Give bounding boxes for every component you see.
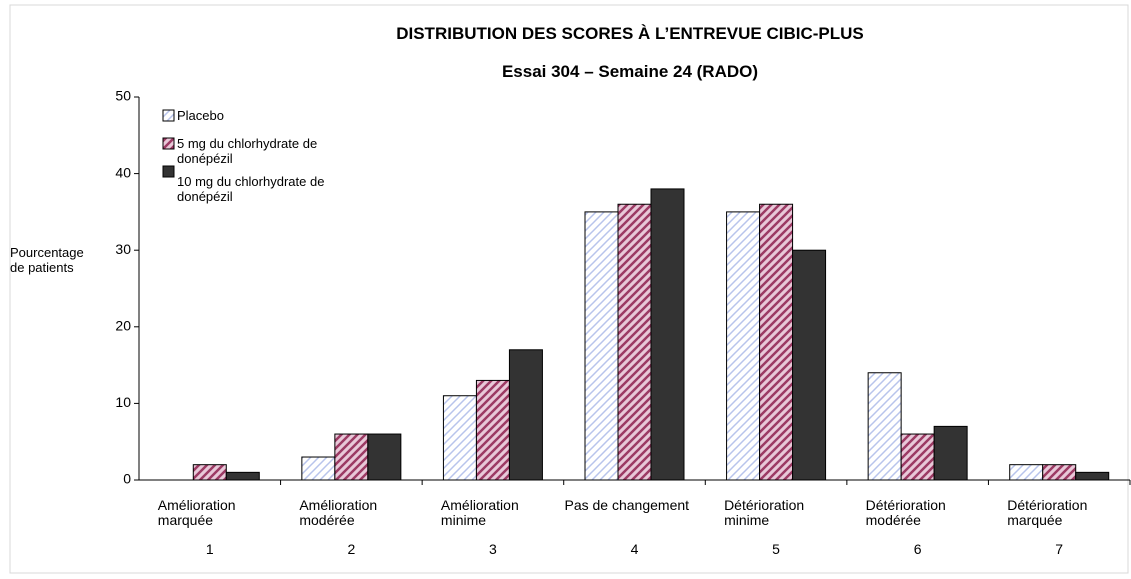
y-tick-label: 10 bbox=[115, 394, 131, 410]
x-tick-code: 1 bbox=[205, 541, 214, 557]
legend-label: 10 mg du chlorhydrate de donépézil bbox=[177, 174, 325, 204]
x-tick-label: Détérioration marquée bbox=[1007, 497, 1088, 528]
x-tick-code: 5 bbox=[772, 541, 780, 557]
y-tick-label: 20 bbox=[115, 318, 131, 334]
x-tick-code: 6 bbox=[913, 541, 922, 557]
bar bbox=[475, 379, 510, 481]
x-tick-label: Détérioration minime bbox=[724, 497, 805, 528]
bar bbox=[726, 211, 761, 481]
y-axis-label: Pourcentage de patients bbox=[10, 245, 84, 275]
bar bbox=[301, 456, 336, 481]
bar bbox=[1075, 471, 1110, 481]
x-tick-code: 2 bbox=[347, 541, 356, 557]
frame bbox=[9, 4, 1129, 574]
bar bbox=[367, 433, 402, 481]
x-tick-code: 4 bbox=[630, 541, 639, 557]
legend-label: 5 mg du chlorhydrate de donépézil bbox=[177, 136, 318, 166]
bar bbox=[584, 211, 619, 481]
bar bbox=[617, 203, 652, 481]
bar bbox=[650, 188, 685, 481]
x-tick-code: 3 bbox=[489, 541, 497, 557]
bar bbox=[933, 425, 968, 481]
y-tick-label: 40 bbox=[115, 164, 131, 180]
bar bbox=[1042, 464, 1077, 481]
x-tick-label: Amélioration minime bbox=[440, 497, 519, 528]
legend-swatch bbox=[162, 137, 175, 150]
bar bbox=[900, 433, 935, 481]
bar bbox=[442, 395, 477, 481]
chart-subtitle: Essai 304 – Semaine 24 (RADO) bbox=[501, 62, 759, 81]
bar bbox=[867, 372, 902, 481]
x-tick-code: 7 bbox=[1055, 541, 1064, 557]
bar bbox=[759, 203, 794, 481]
x-tick-label: Amélioration marquée bbox=[157, 497, 236, 528]
y-tick-label: 50 bbox=[115, 88, 131, 104]
y-tick-label: 30 bbox=[115, 241, 131, 257]
chart-title: DISTRIBUTION DES SCORES À L’ENTREVUE CIB… bbox=[396, 24, 864, 43]
bar bbox=[334, 433, 369, 481]
bar bbox=[225, 471, 260, 481]
y-tick-label: 0 bbox=[123, 471, 131, 487]
x-tick-label: Détérioration modérée bbox=[865, 497, 946, 528]
legend-swatch bbox=[162, 165, 175, 178]
x-tick-label: Pas de changement bbox=[564, 497, 690, 513]
legend-swatch bbox=[162, 109, 175, 122]
bar bbox=[192, 464, 227, 481]
x-tick-label: Amélioration modérée bbox=[299, 497, 378, 528]
bar bbox=[792, 249, 827, 481]
bar bbox=[508, 349, 543, 481]
legend-label: Placebo bbox=[177, 108, 224, 123]
bar bbox=[1009, 464, 1044, 481]
